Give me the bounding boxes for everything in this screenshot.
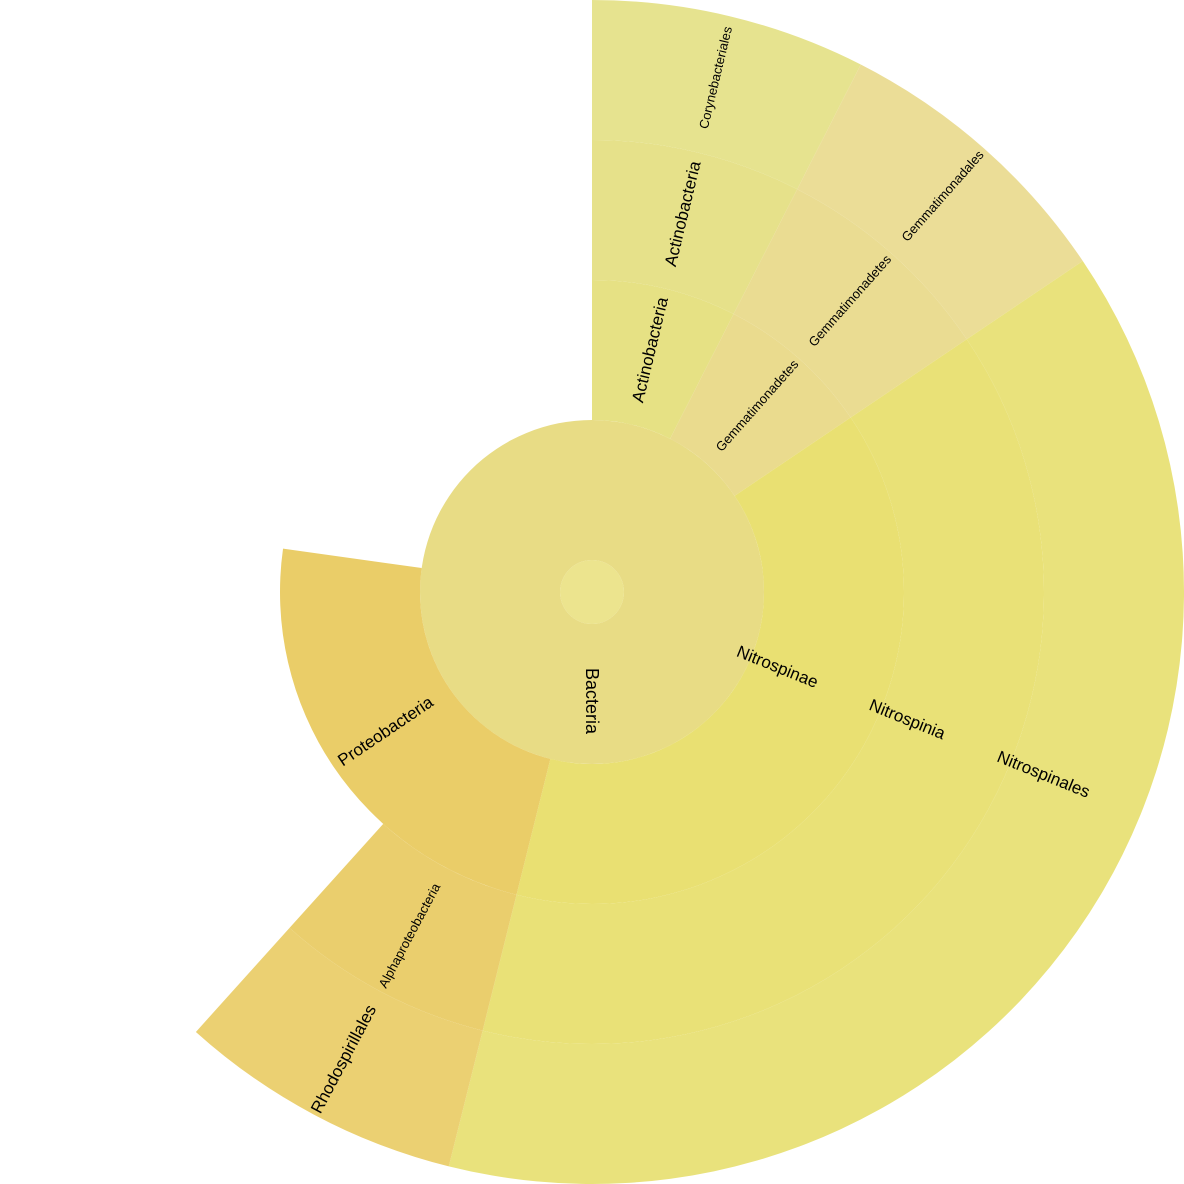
- wedge-actinobacteria-class[interactable]: [592, 140, 798, 315]
- wedge-rhodospirillales[interactable]: [195, 927, 483, 1167]
- wedge-bacteria[interactable]: [420, 420, 764, 764]
- wedge-actinobacteria-phylum[interactable]: [592, 280, 734, 439]
- wedge-nitrospinia[interactable]: [482, 339, 1044, 1044]
- wedge-proteobacteria[interactable]: [280, 548, 551, 895]
- wedge-gemmatimonadetes-phylum[interactable]: [670, 314, 851, 496]
- wedge-alphaproteobacteria[interactable]: [289, 823, 517, 1031]
- wedge-gemmatimonadetes-class[interactable]: [733, 189, 967, 418]
- wedge-nitrospinae[interactable]: [516, 417, 904, 904]
- label-bacteria: Bacteria: [582, 668, 602, 735]
- wedge-nitrospinales[interactable]: [448, 260, 1184, 1184]
- wedge-corynebacteriales[interactable]: [592, 0, 861, 190]
- wedge-layer: [195, 0, 1184, 1184]
- wedge-gemmatimonadales[interactable]: [797, 64, 1083, 340]
- sunburst-root[interactable]: [560, 560, 624, 624]
